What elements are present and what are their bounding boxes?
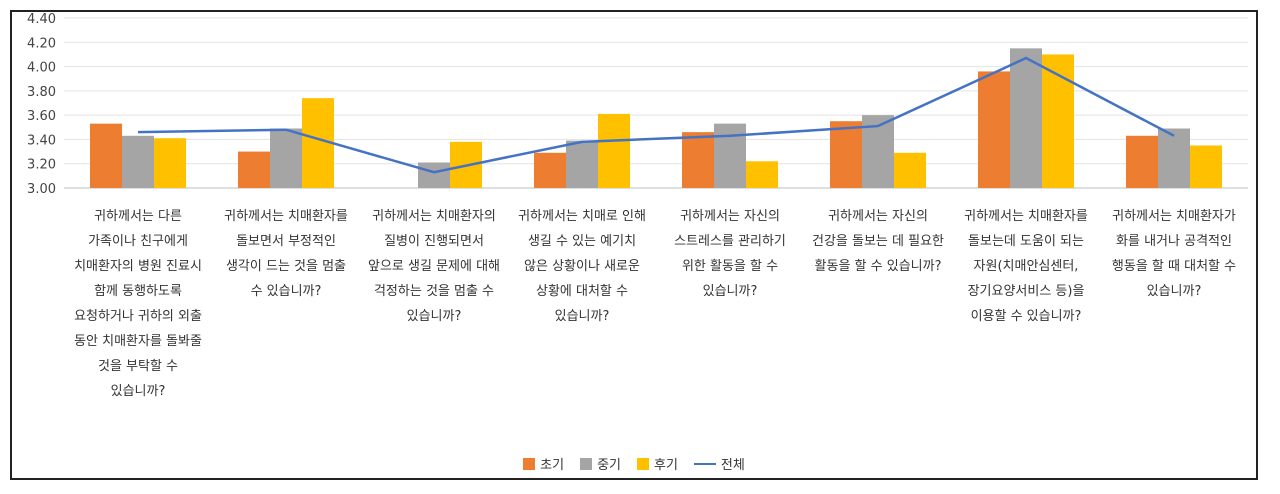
bar-초기	[534, 152, 566, 188]
x-category-label: 귀하께서는 치매환자를 돌보면서 부정적인 생각이 드는 것을 멈출 수 있습니…	[224, 209, 348, 299]
y-tick-label: 3.80	[27, 85, 56, 100]
bar-초기	[90, 123, 122, 188]
legend-item: 전체	[693, 454, 745, 473]
bar-중기	[1010, 48, 1042, 188]
bar-후기	[598, 113, 630, 188]
x-category-label: 귀하께서는 자신의 스트레스를 관리하기 위한 활동을 할 수 있습니까?	[674, 209, 786, 299]
x-category-label: 귀하께서는 치매환자가 화를 내거나 공격적인 행동을 할 때 대처할 수 있습…	[1111, 209, 1237, 299]
y-tick-label: 4.20	[27, 36, 56, 51]
chart-frame: 3.00 3.20 3.40 3.60 3.80 4.00 4.20 4.40 귀하께서는 다…	[10, 10, 1258, 480]
bar-중기	[270, 128, 302, 188]
legend-swatch	[580, 457, 593, 470]
legend-label: 후기	[654, 458, 678, 473]
legend-swatch	[523, 457, 536, 470]
bar-중기	[714, 123, 746, 188]
bar-중기	[566, 140, 598, 188]
x-category-label: 귀하께서는 자신의 건강을 돌보는 데 필요한 활동을 할 수 있습니까?	[812, 209, 944, 274]
x-category-label: 귀하께서는 치매환자의 질병이 진행되면서 앞으로 생길 문제에 대해 걱정하는…	[368, 209, 500, 324]
legend-swatch	[637, 457, 649, 470]
legend-label: 전체	[720, 458, 745, 473]
legend: 초기 중기 후기 전체	[12, 454, 1256, 473]
chart-plot: 3.00 3.20 3.40 3.60 3.80 4.00 4.20 4.40	[27, 12, 1248, 197]
legend-item: 후기	[637, 454, 678, 473]
bar-후기	[154, 138, 186, 188]
x-category-label: 귀하께서는 치매로 인해 생길 수 있는 예기치 않은 상황이나 새로운 상황에…	[518, 209, 646, 324]
y-tick-label: 4.40	[27, 12, 56, 27]
bar-초기	[978, 71, 1010, 188]
line-전체	[137, 56, 1175, 174]
bar-초기	[238, 151, 270, 188]
y-tick-label: 3.20	[27, 158, 56, 173]
bar-중기	[1158, 128, 1190, 188]
y-tick-label: 4.00	[27, 61, 56, 76]
x-category-label: 귀하께서는 치매환자를 돌보는데 도움이 되는 자원(치매안심센터, 장기요양서…	[964, 209, 1088, 324]
x-category-label: 귀하께서는 다른 가족이나 친구에게 치매환자의 병원 진료시 함께 동행하도록…	[74, 209, 202, 399]
y-tick-label: 3.00	[27, 182, 56, 197]
bar-후기	[894, 152, 926, 188]
bar-초기	[830, 121, 862, 188]
bar-후기	[746, 161, 778, 188]
bar-후기	[1190, 145, 1222, 188]
legend-label: 중기	[597, 458, 621, 473]
bar-중기	[122, 135, 154, 188]
y-tick-label: 3.60	[27, 109, 56, 124]
bar-중기	[418, 162, 450, 188]
bar-초기	[1126, 135, 1158, 188]
bar-초기	[682, 132, 714, 188]
legend-item: 초기	[523, 454, 564, 473]
legend-line-swatch	[693, 462, 716, 465]
legend-item: 중기	[580, 454, 621, 473]
legend-label: 초기	[540, 458, 565, 473]
bar-후기	[1042, 54, 1074, 188]
y-tick-label: 3.40	[27, 133, 56, 148]
